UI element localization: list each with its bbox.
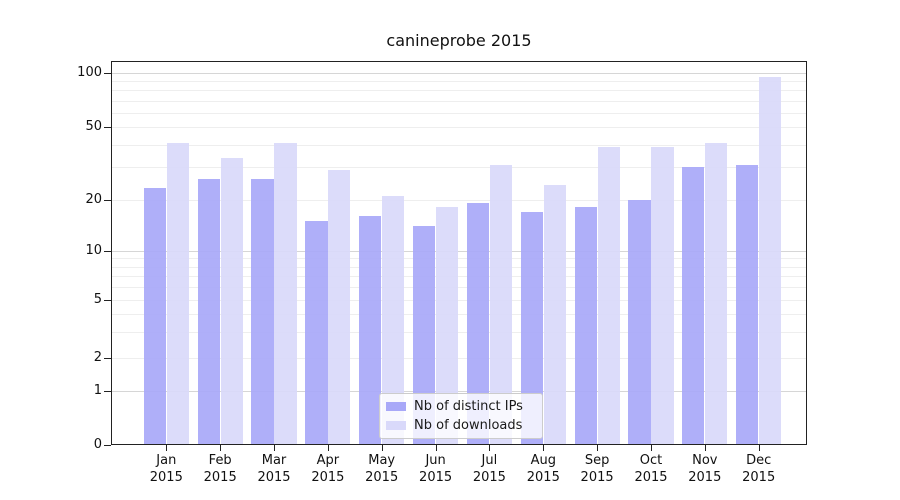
x-tick-label: Dec 2015 bbox=[742, 453, 776, 485]
bar-distinct-ips-oct bbox=[628, 199, 651, 444]
x-tick bbox=[435, 445, 437, 451]
x-tick bbox=[274, 445, 275, 451]
legend-row-distinct-ips: Nb of distinct IPs bbox=[386, 399, 536, 415]
y-tick-label: 0 bbox=[93, 437, 102, 452]
gridline-minor bbox=[112, 358, 806, 359]
bar-downloads-oct bbox=[651, 146, 674, 444]
bar-distinct-ips-jan bbox=[143, 188, 166, 444]
x-tick-label: Apr 2015 bbox=[311, 453, 345, 485]
legend-label-distinct-ips: Nb of distinct IPs bbox=[414, 398, 523, 414]
y-tick-label: 50 bbox=[85, 119, 102, 134]
gridline-minor bbox=[112, 112, 806, 114]
legend-swatch-distinct-ips bbox=[386, 402, 406, 411]
bar-downloads-nov bbox=[705, 142, 728, 444]
y-tick bbox=[104, 251, 111, 252]
x-tick-label: Oct 2015 bbox=[634, 453, 668, 485]
y-tick bbox=[104, 127, 111, 128]
x-tick bbox=[220, 445, 222, 451]
x-tick bbox=[489, 445, 491, 451]
x-tick bbox=[543, 445, 545, 451]
gridline-minor bbox=[112, 258, 806, 260]
y-tick-label: 20 bbox=[85, 191, 102, 207]
bar-distinct-ips-may bbox=[359, 216, 382, 444]
gridline-minor bbox=[112, 100, 806, 102]
y-tick-label: 100 bbox=[77, 65, 102, 80]
x-tick bbox=[597, 445, 599, 451]
legend: Nb of distinct IPs Nb of downloads bbox=[379, 393, 543, 439]
x-tick-label: May 2015 bbox=[365, 453, 399, 485]
bar-downloads-dec bbox=[759, 77, 782, 444]
x-tick bbox=[758, 445, 760, 451]
y-tick-label: 10 bbox=[85, 243, 102, 258]
bar-downloads-feb bbox=[220, 157, 243, 444]
x-tick-label: Feb 2015 bbox=[203, 453, 237, 485]
x-tick bbox=[651, 445, 652, 451]
x-tick-label: Jul 2015 bbox=[472, 453, 506, 485]
x-tick bbox=[327, 445, 329, 451]
legend-swatch-downloads bbox=[386, 421, 406, 430]
bar-downloads-mar bbox=[274, 142, 297, 444]
chart-title: canineprobe 2015 bbox=[386, 31, 532, 50]
bar-distinct-ips-aug bbox=[520, 211, 543, 444]
x-tick-label: Aug 2015 bbox=[526, 453, 560, 485]
x-tick bbox=[381, 445, 383, 451]
bar-distinct-ips-jun bbox=[412, 226, 436, 444]
x-tick bbox=[166, 445, 168, 451]
bar-distinct-ips-sep bbox=[574, 207, 597, 444]
gridline-minor bbox=[112, 167, 806, 169]
legend-label-downloads: Nb of downloads bbox=[414, 417, 523, 433]
y-tick-label: 5 bbox=[93, 292, 102, 307]
gridline-minor bbox=[112, 127, 806, 128]
gridline-major bbox=[112, 251, 806, 252]
gridline-minor bbox=[112, 332, 806, 334]
bar-downloads-jan bbox=[166, 142, 189, 444]
gridline-minor bbox=[112, 90, 806, 92]
x-tick-label: Jan 2015 bbox=[149, 453, 183, 485]
y-tick-label: 2 bbox=[93, 350, 102, 365]
y-tick bbox=[104, 73, 111, 74]
bar-distinct-ips-feb bbox=[197, 178, 220, 444]
y-tick bbox=[104, 300, 111, 301]
x-tick-label: Nov 2015 bbox=[688, 453, 722, 485]
bar-downloads-sep bbox=[597, 146, 620, 444]
plot-area bbox=[111, 61, 807, 445]
bar-downloads-apr bbox=[328, 170, 351, 444]
gridline-minor bbox=[112, 144, 806, 146]
legend-row-downloads: Nb of downloads bbox=[386, 418, 536, 434]
gridline-minor bbox=[112, 314, 806, 316]
y-tick bbox=[104, 445, 111, 446]
gridline-minor bbox=[112, 300, 806, 301]
y-tick bbox=[104, 391, 111, 392]
x-tick-label: Sep 2015 bbox=[580, 453, 614, 485]
bar-distinct-ips-apr bbox=[305, 220, 328, 444]
bar-distinct-ips-dec bbox=[736, 164, 759, 444]
x-tick-label: Jun 2015 bbox=[419, 453, 453, 485]
bar-downloads-jun bbox=[435, 207, 459, 444]
gridline-minor bbox=[112, 276, 806, 278]
bar-distinct-ips-mar bbox=[251, 178, 274, 444]
gridline-minor bbox=[112, 287, 806, 289]
x-tick-label: Mar 2015 bbox=[257, 453, 291, 485]
bar-downloads-aug bbox=[543, 185, 566, 444]
gridline-minor bbox=[112, 199, 806, 201]
bar-distinct-ips-nov bbox=[682, 167, 705, 444]
gridline-major bbox=[112, 73, 806, 74]
gridline-minor bbox=[112, 266, 806, 268]
bar-downloads-jul bbox=[489, 164, 513, 444]
y-tick-label: 1 bbox=[93, 383, 102, 398]
gridline-minor bbox=[112, 81, 806, 83]
y-tick bbox=[104, 199, 111, 201]
bar-downloads-may bbox=[382, 195, 405, 444]
y-tick bbox=[104, 358, 111, 359]
x-tick bbox=[704, 445, 706, 451]
gridline-major bbox=[112, 391, 806, 392]
bar-distinct-ips-jul bbox=[466, 203, 490, 444]
